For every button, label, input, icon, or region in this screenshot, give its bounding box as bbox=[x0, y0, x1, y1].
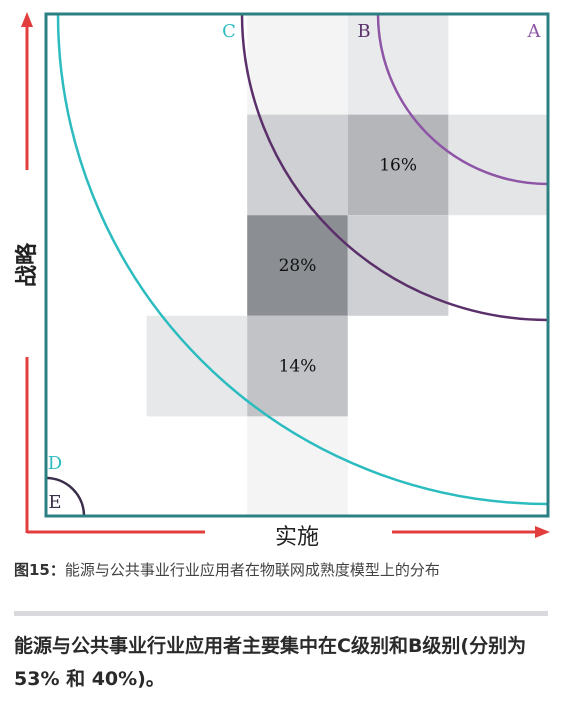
heatmap-cell bbox=[347, 215, 449, 316]
heatmap-cell bbox=[247, 114, 348, 216]
cell-percent-label: 16% bbox=[379, 155, 417, 175]
heatmap-cell bbox=[347, 14, 449, 115]
heatmap-cells: 16% 28% 14% bbox=[146, 14, 549, 517]
x-axis-label: 实施 bbox=[275, 525, 319, 550]
level-b-label: B bbox=[357, 21, 370, 42]
x-axis-arrowhead bbox=[535, 526, 550, 538]
figure-caption: 图15：能源与公共事业行业应用者在物联网成熟度模型上的分布 bbox=[14, 560, 562, 580]
figure-label: 图15： bbox=[14, 561, 65, 579]
heatmap-cell bbox=[347, 114, 449, 216]
heatmap-cell bbox=[247, 315, 348, 417]
figure-caption-text: 能源与公共事业行业应用者在物联网成熟度模型上的分布 bbox=[64, 561, 440, 579]
maturity-level-curves bbox=[45, 13, 549, 517]
level-b-curve bbox=[240, 13, 549, 322]
level-e-label: E bbox=[48, 492, 61, 513]
heatmap-cell bbox=[448, 114, 549, 216]
heatmap-cell bbox=[247, 416, 348, 517]
diagram-frame bbox=[44, 12, 550, 518]
level-a-label: A bbox=[527, 21, 542, 42]
axis-arrows bbox=[21, 12, 550, 538]
summary-text: 能源与公共事业行业应用者主要集中在C级别和B级别(分别为53% 和 40%)。 bbox=[14, 635, 527, 690]
level-c-label: C bbox=[222, 21, 236, 42]
y-axis-label: 战略 bbox=[14, 242, 40, 287]
divider bbox=[14, 611, 548, 616]
level-e-curve bbox=[45, 476, 86, 517]
level-labels: A B C DE bbox=[48, 21, 542, 513]
heatmap-cell bbox=[146, 315, 248, 417]
cell-percent-label: 28% bbox=[279, 256, 317, 276]
level-c-curve bbox=[56, 13, 549, 506]
y-axis-arrowhead bbox=[21, 12, 33, 27]
heatmap-cell bbox=[247, 215, 348, 316]
heatmap-cell bbox=[247, 14, 348, 115]
cell-percent-label: 14% bbox=[279, 357, 317, 377]
level-a-curve bbox=[376, 13, 549, 186]
level-d-label: D bbox=[48, 453, 62, 474]
maturity-diagram: 16% 28% 14% A B C DE 战略 实施 bbox=[14, 12, 550, 550]
